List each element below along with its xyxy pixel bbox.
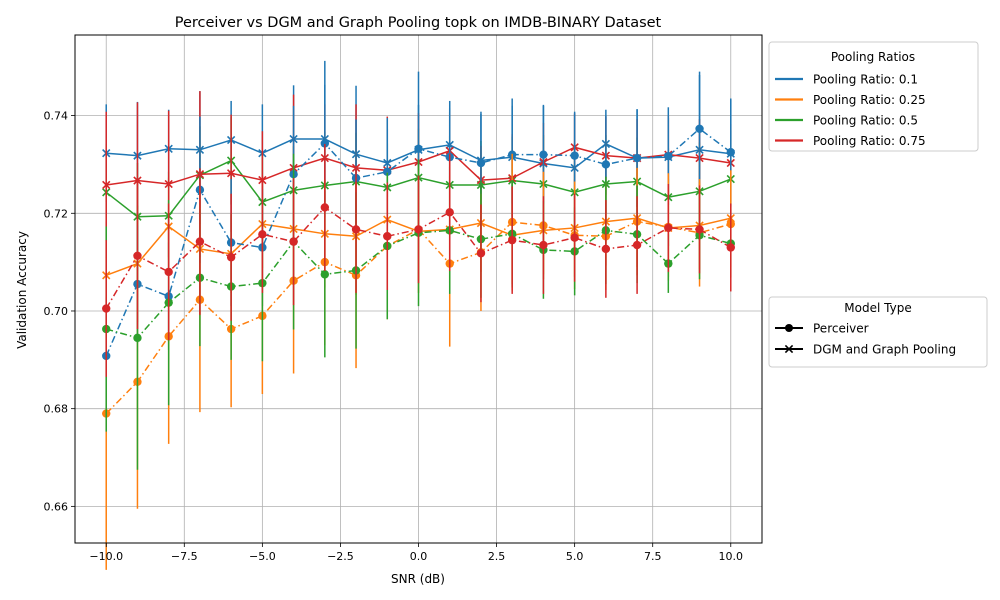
data-point bbox=[164, 267, 173, 277]
x-tick-label: 7.5 bbox=[644, 550, 662, 563]
data-point bbox=[726, 243, 735, 252]
y-axis-label: Validation Accuracy bbox=[15, 231, 29, 349]
series-perceiver-075 bbox=[102, 143, 735, 377]
legend-title: Pooling Ratios bbox=[831, 50, 915, 64]
data-point bbox=[195, 237, 205, 246]
legend-entry-label: Pooling Ratio: 0.75 bbox=[813, 134, 926, 148]
x-tick-label: −7.5 bbox=[171, 550, 198, 563]
data-point bbox=[383, 167, 392, 176]
data-point bbox=[539, 150, 548, 159]
data-point bbox=[133, 333, 142, 343]
x-tick-label: −5.0 bbox=[249, 550, 276, 563]
data-point bbox=[102, 180, 111, 190]
data-point bbox=[320, 139, 330, 148]
x-tick-label: 0.0 bbox=[410, 550, 428, 563]
legend-entry-label: Perceiver bbox=[813, 322, 869, 336]
x-tick-label: 5.0 bbox=[566, 550, 584, 563]
x-tick-label: 10.0 bbox=[719, 550, 744, 563]
data-point bbox=[133, 251, 142, 260]
data-point bbox=[289, 237, 298, 246]
data-point bbox=[102, 304, 111, 313]
legend-frame bbox=[768, 41, 979, 152]
data-point bbox=[476, 158, 486, 168]
data-point bbox=[258, 230, 267, 239]
x-tick-label: −10.0 bbox=[89, 550, 123, 563]
data-point bbox=[414, 225, 423, 234]
data-point bbox=[507, 235, 517, 245]
x-marker-icon bbox=[784, 344, 794, 354]
data-point bbox=[383, 232, 392, 241]
axis-ticks: −10.0 −7.5 −5.0 −2.5 0.0 2.5 5.0 7.5 10.0 0.66 0.6… bbox=[44, 110, 744, 563]
chart-title: Perceiver vs DGM and Graph Pooling topk … bbox=[175, 15, 662, 31]
data-point bbox=[601, 244, 611, 254]
legend-entry-label: Pooling Ratio: 0.25 bbox=[813, 93, 926, 107]
data-point bbox=[320, 203, 330, 212]
y-tick-label: 0.72 bbox=[44, 207, 69, 220]
data-point bbox=[726, 148, 735, 157]
legend-title: Model Type bbox=[844, 301, 911, 315]
plot-area bbox=[102, 60, 735, 570]
legend-pooling-ratios: Pooling Ratios Pooling Ratio: 0.1 Pooling … bbox=[768, 41, 979, 152]
data-point bbox=[320, 270, 330, 279]
data-point bbox=[351, 225, 361, 234]
data-point bbox=[664, 223, 673, 233]
data-point bbox=[414, 144, 423, 154]
data-point bbox=[695, 124, 704, 133]
data-point bbox=[226, 253, 236, 262]
data-point bbox=[476, 249, 486, 258]
x-tick-label: −2.5 bbox=[327, 550, 354, 563]
legend-entry-label: Pooling Ratio: 0.5 bbox=[813, 114, 918, 128]
data-point bbox=[601, 160, 611, 169]
y-tick-label: 0.70 bbox=[44, 305, 69, 318]
series-line bbox=[105, 220, 731, 415]
data-point bbox=[226, 169, 236, 178]
data-point bbox=[632, 153, 642, 163]
data-point bbox=[570, 233, 579, 242]
y-tick-label: 0.68 bbox=[44, 403, 69, 416]
data-point bbox=[695, 225, 704, 234]
series-line bbox=[106, 229, 731, 339]
data-point bbox=[632, 240, 642, 250]
data-point bbox=[133, 176, 142, 185]
y-tick-label: 0.66 bbox=[44, 500, 69, 513]
x-tick-label: 2.5 bbox=[488, 550, 506, 563]
x-axis-label: SNR (dB) bbox=[391, 572, 445, 586]
legend-entry-label: Pooling Ratio: 0.1 bbox=[813, 73, 918, 87]
data-point bbox=[664, 151, 673, 161]
legend-frame bbox=[768, 296, 988, 368]
data-point bbox=[164, 179, 173, 189]
circle-marker-icon bbox=[785, 324, 793, 332]
legend-model-type: Model Type Perceiver DGM and Graph Pooling bbox=[768, 296, 988, 368]
data-point bbox=[445, 208, 454, 217]
legend-entry-label: DGM and Graph Pooling bbox=[813, 343, 956, 357]
data-point bbox=[570, 151, 579, 160]
data-point bbox=[539, 240, 548, 250]
y-tick-label: 0.74 bbox=[44, 110, 69, 123]
